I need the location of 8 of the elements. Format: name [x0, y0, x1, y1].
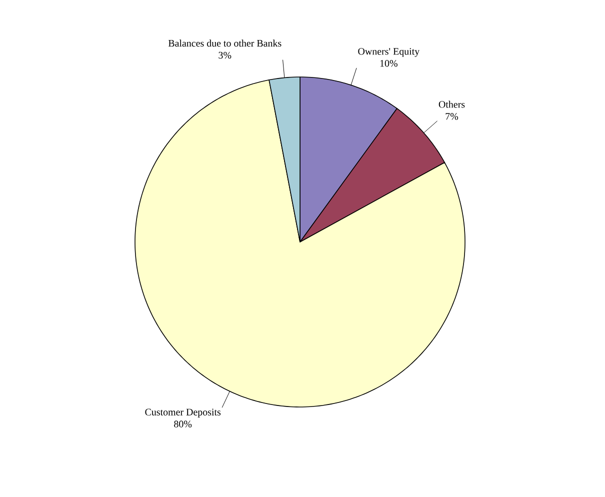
data-label: 80%: [174, 420, 192, 428]
data-label: 3%: [218, 52, 232, 59]
data-label: 7%: [446, 113, 458, 120]
slice-label: Balances due to other Banks: [168, 40, 282, 47]
slice-label: Customer Deposits: [145, 408, 221, 418]
data-label: 10%: [380, 60, 398, 67]
slice-label: Owners' Equity: [358, 48, 420, 57]
slice-label: Others: [438, 100, 465, 108]
